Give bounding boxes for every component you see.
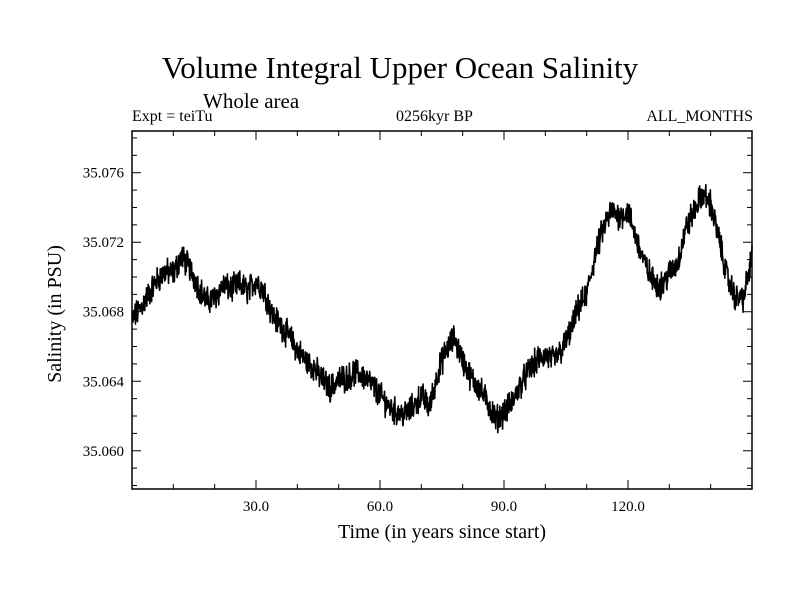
chart-title: Volume Integral Upper Ocean Salinity [161,50,639,85]
x-tick-label: 30.0 [243,499,269,515]
chart-subtitle: Whole area [203,89,300,113]
y-axis-label: Salinity (in PSU) [44,245,66,383]
x-tick-label: 60.0 [367,499,393,515]
series-line-salinity [131,183,753,434]
ticks-layer: 30.0 60.0 90.0 120.0 35.060 35.064 35.068 35.07… [83,131,752,515]
y-tick-label: 35.072 [83,235,124,251]
months-label: ALL_MONTHS [646,108,753,125]
x-tick-label: 90.0 [491,499,517,515]
y-tick-label: 35.060 [83,444,124,460]
experiment-label: Expt = teiTu [132,108,213,125]
x-axis-label: Time (in years since start) [338,521,546,543]
y-tick-label: 35.068 [83,305,124,321]
plot-frame [131,130,753,490]
period-label: 0256kyr BP [396,108,473,125]
y-tick-label: 35.076 [83,166,125,182]
x-tick-label: 120.0 [611,499,645,515]
series-layer [131,183,753,434]
y-tick-label: 35.064 [83,374,125,390]
